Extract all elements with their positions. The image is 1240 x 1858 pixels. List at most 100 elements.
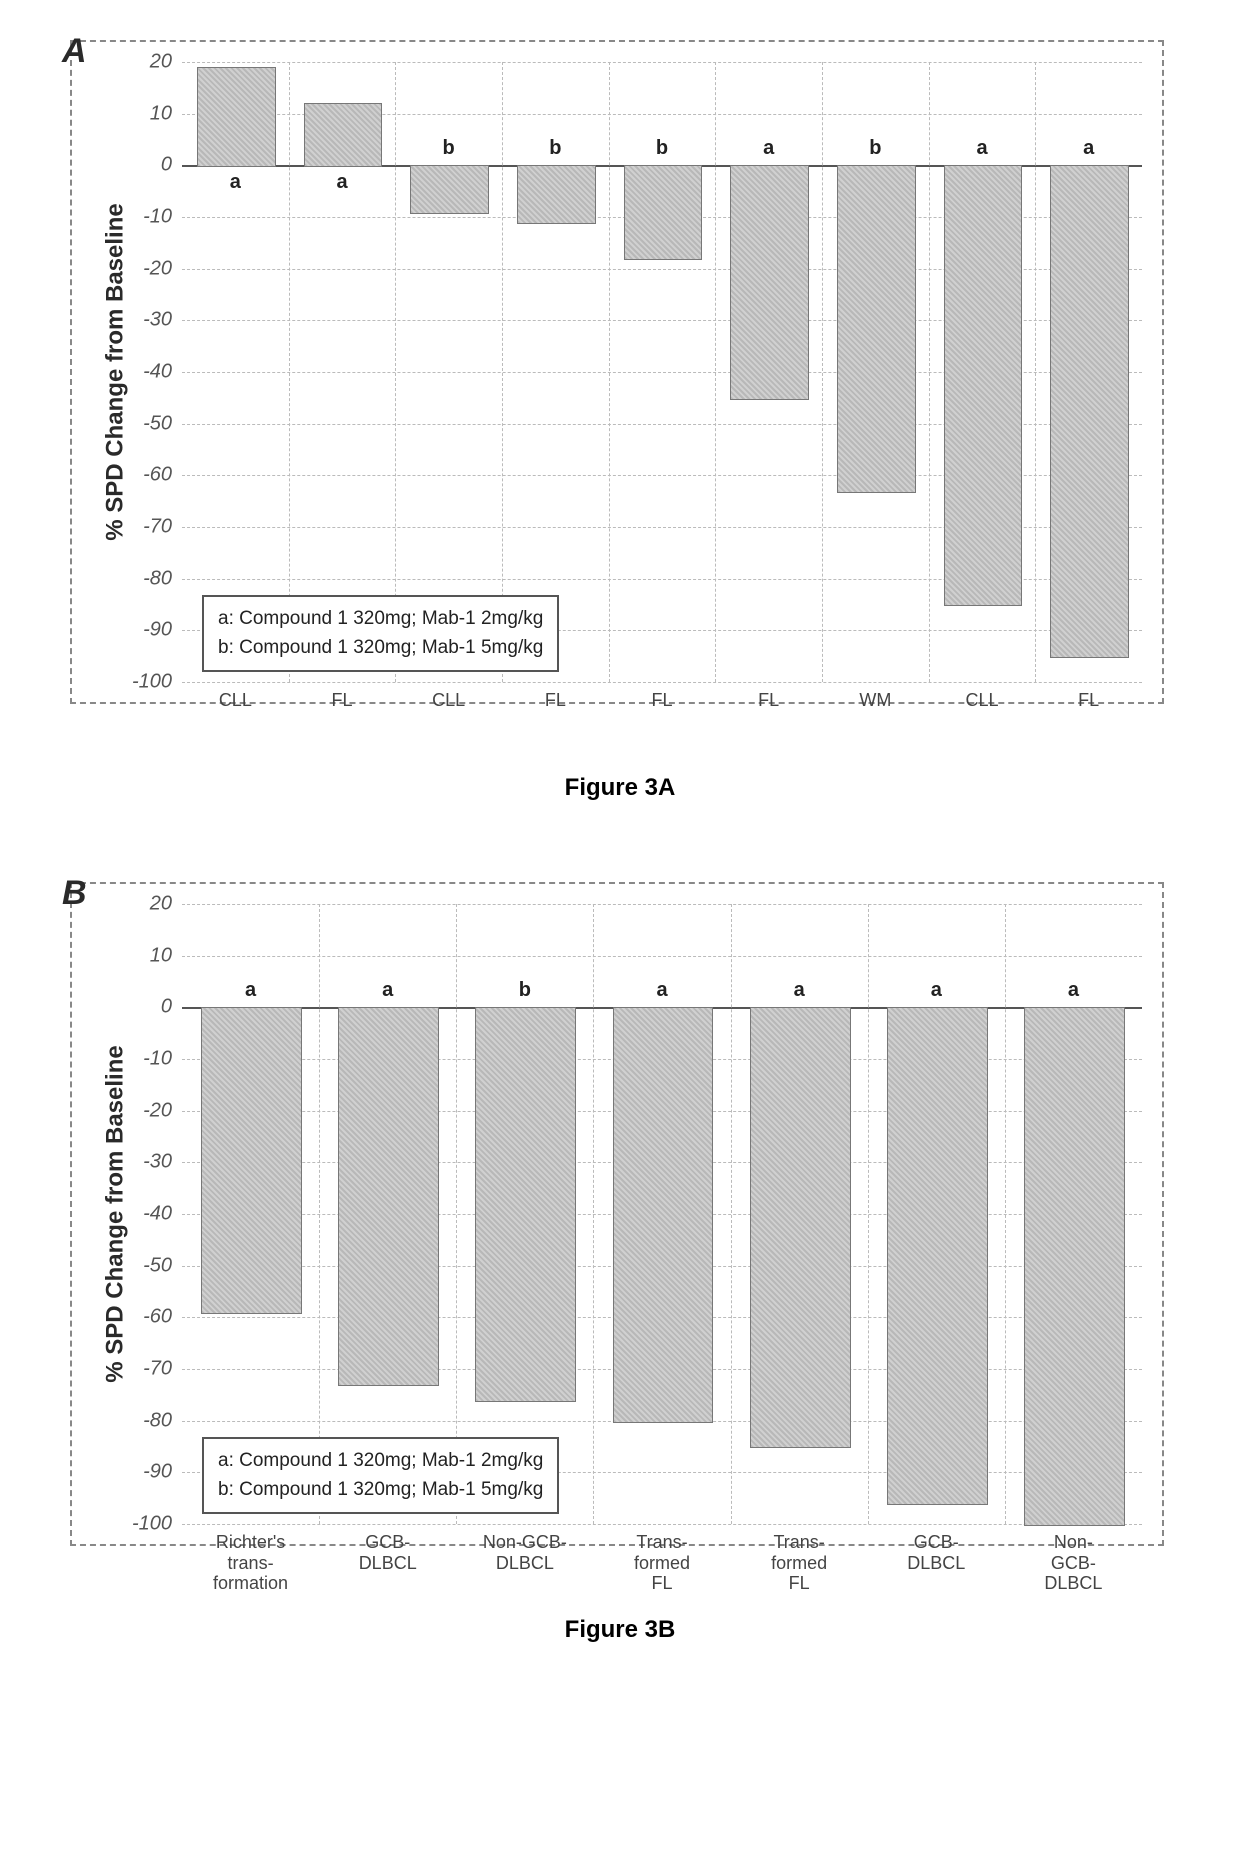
- gridline-v: [395, 62, 396, 682]
- chart-a-bar-letter: a: [1083, 137, 1094, 160]
- gridline-v: [929, 62, 930, 682]
- y-tick-label: 10: [150, 102, 172, 125]
- chart-b-bar-letter: a: [931, 979, 942, 1002]
- y-tick-label: 20: [150, 893, 172, 916]
- chart-b-bar-letter: a: [656, 979, 667, 1002]
- chart-b-category-label: Non-GCB- DLBCL: [1039, 1532, 1108, 1594]
- y-tick-label: -80: [143, 567, 172, 590]
- chart-a-bar-letter: a: [336, 171, 347, 194]
- panel-letter-b: B: [62, 874, 87, 913]
- gridline-v: [289, 62, 290, 682]
- chart-b-ylabel: % SPD Change from Baseline: [102, 1045, 130, 1382]
- chart-b-bar-letter: a: [1068, 979, 1079, 1002]
- chart-b-category-label: GCB- DLBCL: [907, 1532, 965, 1573]
- chart-a-category-label: FL: [1078, 690, 1099, 711]
- gridline-h: [182, 682, 1142, 683]
- chart-b-bar: [475, 1007, 576, 1402]
- gridline-h: [182, 956, 1142, 957]
- gridline-v: [609, 62, 610, 682]
- chart-a-bar: [304, 103, 383, 167]
- chart-a-bar-letter: b: [443, 137, 455, 160]
- chart-a-bar-letter: b: [869, 137, 881, 160]
- chart-a-bar: [197, 67, 276, 167]
- chart-b-category-label: GCB- DLBCL: [359, 1532, 417, 1573]
- gridline-v: [319, 904, 320, 1524]
- y-tick-label: -90: [143, 1461, 172, 1484]
- legend-line: a: Compound 1 320mg; Mab-1 2mg/kg: [218, 1447, 543, 1476]
- chart-b-legend: a: Compound 1 320mg; Mab-1 2mg/kgb: Comp…: [202, 1437, 559, 1514]
- chart-b-caption: Figure 3B: [70, 1616, 1170, 1644]
- chart-a-legend: a: Compound 1 320mg; Mab-1 2mg/kgb: Comp…: [202, 595, 559, 672]
- chart-b-plot: 20100-10-20-30-40-50-60-70-80-90-100aRic…: [182, 904, 1142, 1524]
- chart-b-category-label: Trans- formed FL: [634, 1532, 690, 1594]
- figure-a-wrap: A 20100-10-20-30-40-50-60-70-80-90-100aC…: [70, 40, 1170, 802]
- y-tick-label: -70: [143, 516, 172, 539]
- y-tick-label: -60: [143, 464, 172, 487]
- chart-a-bar: [410, 165, 489, 214]
- chart-a-plot: 20100-10-20-30-40-50-60-70-80-90-100aCLL…: [182, 62, 1142, 682]
- y-tick-label: 20: [150, 51, 172, 74]
- gridline-h: [182, 62, 1142, 63]
- chart-b-box: B 20100-10-20-30-40-50-60-70-80-90-100aR…: [70, 882, 1164, 1546]
- y-tick-label: 0: [161, 996, 172, 1019]
- y-tick-label: -30: [143, 309, 172, 332]
- gridline-v: [593, 904, 594, 1524]
- chart-a-bar: [837, 165, 916, 493]
- gridline-v: [731, 904, 732, 1524]
- gridline-v: [1005, 904, 1006, 1524]
- chart-b-bar: [1024, 1007, 1125, 1526]
- chart-b-bar-letter: a: [245, 979, 256, 1002]
- gridline-h: [182, 904, 1142, 905]
- chart-a-bar-letter: b: [656, 137, 668, 160]
- chart-a-category-label: CLL: [432, 690, 465, 711]
- chart-a-category-label: FL: [545, 690, 566, 711]
- chart-b-category-label: Non-GCB- DLBCL: [483, 1532, 567, 1573]
- chart-a-category-label: CLL: [965, 690, 998, 711]
- legend-line: b: Compound 1 320mg; Mab-1 5mg/kg: [218, 1476, 543, 1505]
- y-tick-label: -20: [143, 1099, 172, 1122]
- y-tick-label: -40: [143, 1203, 172, 1226]
- chart-b-bar: [201, 1007, 302, 1314]
- y-tick-label: -50: [143, 412, 172, 435]
- y-tick-label: -100: [132, 671, 172, 694]
- y-tick-label: -50: [143, 1254, 172, 1277]
- legend-line: b: Compound 1 320mg; Mab-1 5mg/kg: [218, 634, 543, 663]
- y-tick-label: -10: [143, 206, 172, 229]
- chart-a-category-label: WM: [859, 690, 891, 711]
- y-tick-label: -30: [143, 1151, 172, 1174]
- chart-b-bar: [613, 1007, 714, 1422]
- gridline-v: [1035, 62, 1036, 682]
- y-tick-label: -80: [143, 1409, 172, 1432]
- y-tick-label: -40: [143, 361, 172, 384]
- y-tick-label: -10: [143, 1048, 172, 1071]
- y-tick-label: -70: [143, 1358, 172, 1381]
- chart-b-bar: [750, 1007, 851, 1448]
- legend-line: a: Compound 1 320mg; Mab-1 2mg/kg: [218, 605, 543, 634]
- chart-a-bar-letter: a: [230, 171, 241, 194]
- y-tick-label: -20: [143, 257, 172, 280]
- panel-letter-a: A: [62, 32, 87, 71]
- gridline-v: [868, 904, 869, 1524]
- chart-b-category-label: Trans- formed FL: [771, 1532, 827, 1594]
- figure-b-wrap: B 20100-10-20-30-40-50-60-70-80-90-100aR…: [70, 882, 1170, 1644]
- chart-a-ylabel: % SPD Change from Baseline: [102, 203, 130, 540]
- chart-a-bar-letter: a: [763, 137, 774, 160]
- chart-b-bar: [887, 1007, 988, 1505]
- chart-a-bar: [624, 165, 703, 260]
- chart-a-category-label: FL: [331, 690, 352, 711]
- chart-a-category-label: CLL: [219, 690, 252, 711]
- chart-a-bar: [517, 165, 596, 224]
- chart-b-bar: [338, 1007, 439, 1386]
- gridline-v: [715, 62, 716, 682]
- chart-a-bar-letter: a: [976, 137, 987, 160]
- chart-a-bar: [944, 165, 1023, 606]
- chart-b-category-label: Richter's trans- formation: [213, 1532, 288, 1594]
- chart-a-bar: [730, 165, 809, 400]
- y-tick-label: 0: [161, 154, 172, 177]
- chart-a-box: A 20100-10-20-30-40-50-60-70-80-90-100aC…: [70, 40, 1164, 704]
- y-tick-label: -60: [143, 1306, 172, 1329]
- chart-a-bar-letter: b: [549, 137, 561, 160]
- chart-a-caption: Figure 3A: [70, 774, 1170, 802]
- y-tick-label: 10: [150, 944, 172, 967]
- chart-a-category-label: FL: [758, 690, 779, 711]
